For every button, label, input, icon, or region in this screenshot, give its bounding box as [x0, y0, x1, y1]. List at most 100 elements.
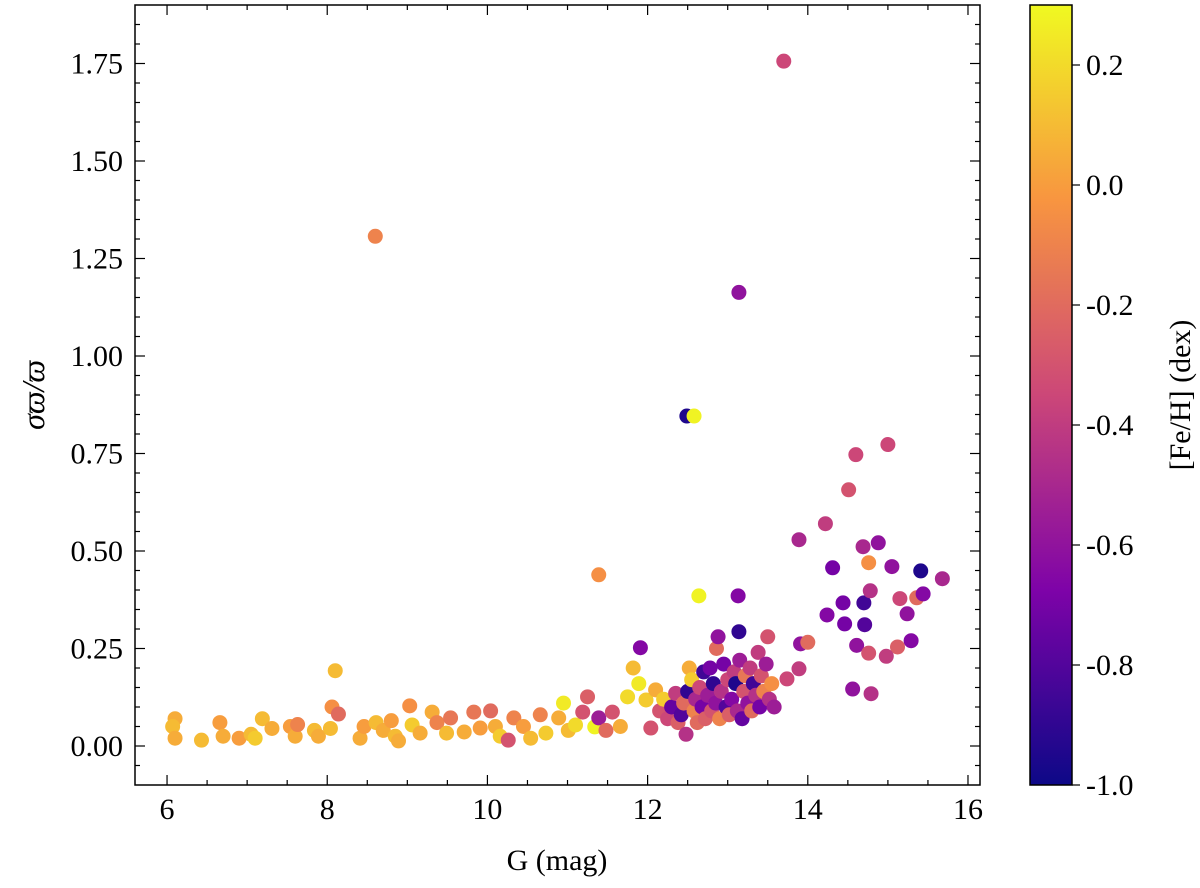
- data-point: [591, 710, 607, 726]
- colorbar-tick-label: 0.2: [1086, 49, 1124, 82]
- data-point: [732, 652, 748, 668]
- data-point: [861, 645, 877, 661]
- data-point: [825, 560, 841, 576]
- data-point: [165, 719, 181, 734]
- data-point: [841, 482, 857, 498]
- x-axis-label: G (mag): [507, 844, 608, 877]
- data-point: [322, 720, 338, 736]
- data-point: [167, 730, 183, 746]
- data-point: [631, 676, 647, 692]
- data-point: [356, 719, 372, 734]
- data-point: [848, 447, 864, 463]
- data-point: [412, 725, 428, 741]
- data-point: [676, 695, 692, 711]
- data-point: [643, 720, 659, 736]
- y-tick-label: 0.50: [71, 535, 124, 568]
- data-point: [352, 730, 368, 746]
- data-point: [934, 571, 950, 587]
- data-point: [515, 719, 531, 734]
- y-tick-label: 1.00: [71, 340, 124, 373]
- data-point: [367, 228, 383, 244]
- data-point: [523, 730, 539, 746]
- data-point: [880, 437, 896, 453]
- data-point: [391, 733, 407, 749]
- data-point: [466, 704, 482, 720]
- data-point: [776, 53, 792, 69]
- data-point: [750, 644, 766, 660]
- data-point: [913, 563, 929, 579]
- data-point: [506, 710, 522, 726]
- data-point: [691, 588, 707, 604]
- data-point: [402, 698, 418, 714]
- data-point: [598, 722, 614, 738]
- y-axis: 0.00 0.25 0.50 0.75 1.00 1.25 1.50 1.75: [71, 23, 980, 767]
- data-point: [724, 691, 740, 707]
- data-point: [710, 629, 726, 645]
- x-tick-label: 6: [160, 793, 175, 826]
- colorbar-tick-label: 0.0: [1086, 169, 1124, 202]
- data-point: [702, 660, 718, 676]
- data-point: [849, 637, 865, 653]
- data-point: [568, 717, 584, 733]
- data-point: [779, 671, 795, 687]
- x-tick-label: 16: [953, 793, 983, 826]
- data-point: [472, 720, 488, 736]
- data-point: [678, 726, 694, 742]
- data-point: [708, 641, 724, 656]
- data-point: [247, 730, 263, 746]
- y-tick-label: 1.75: [71, 48, 124, 81]
- data-point: [310, 728, 326, 744]
- data-point: [673, 707, 689, 723]
- data-point: [915, 586, 931, 602]
- data-point: [855, 539, 871, 555]
- data-point: [857, 617, 873, 633]
- colorbar-tick-label: -0.4: [1086, 409, 1134, 442]
- x-tick-label: 14: [793, 793, 823, 826]
- data-point: [730, 588, 746, 604]
- data-point: [686, 408, 702, 424]
- data-point: [638, 692, 654, 708]
- data-point: [456, 724, 472, 740]
- data-point: [538, 725, 554, 741]
- points-layer: [165, 53, 950, 749]
- data-point: [817, 516, 833, 532]
- data-point: [899, 606, 915, 622]
- y-tick-label: 0.25: [71, 633, 124, 666]
- data-point: [483, 703, 499, 719]
- data-point: [760, 629, 776, 645]
- data-point: [580, 689, 596, 705]
- data-point: [264, 720, 280, 736]
- x-tick-label: 10: [472, 793, 502, 826]
- data-point: [556, 695, 572, 711]
- data-point: [632, 640, 648, 656]
- data-point: [604, 704, 620, 720]
- data-point: [758, 656, 774, 672]
- data-point: [383, 713, 399, 729]
- data-point: [439, 725, 455, 741]
- colorbar-tick-label: -1.0: [1086, 769, 1134, 802]
- data-point: [878, 648, 894, 664]
- data-point: [625, 660, 641, 676]
- data-point: [892, 591, 908, 607]
- y-tick-label: 1.25: [71, 243, 124, 276]
- data-point: [231, 730, 247, 746]
- data-point: [856, 595, 872, 611]
- data-point: [212, 715, 228, 731]
- y-tick-label: 1.50: [71, 145, 124, 178]
- data-point: [500, 732, 516, 748]
- data-point: [532, 707, 548, 723]
- data-point: [731, 284, 747, 300]
- x-tick-label: 12: [633, 793, 663, 826]
- data-point: [681, 660, 697, 676]
- data-point: [766, 699, 782, 715]
- data-point: [903, 633, 919, 649]
- data-point: [716, 656, 732, 672]
- data-point: [713, 683, 729, 699]
- data-point: [845, 681, 861, 697]
- colorbar-axis: 0.2 0.0 -0.2 -0.4 -0.6 -0.8 -1.0: [1072, 49, 1134, 802]
- data-point: [731, 624, 747, 640]
- data-point: [800, 634, 816, 650]
- data-point: [862, 583, 878, 599]
- data-point: [791, 661, 807, 677]
